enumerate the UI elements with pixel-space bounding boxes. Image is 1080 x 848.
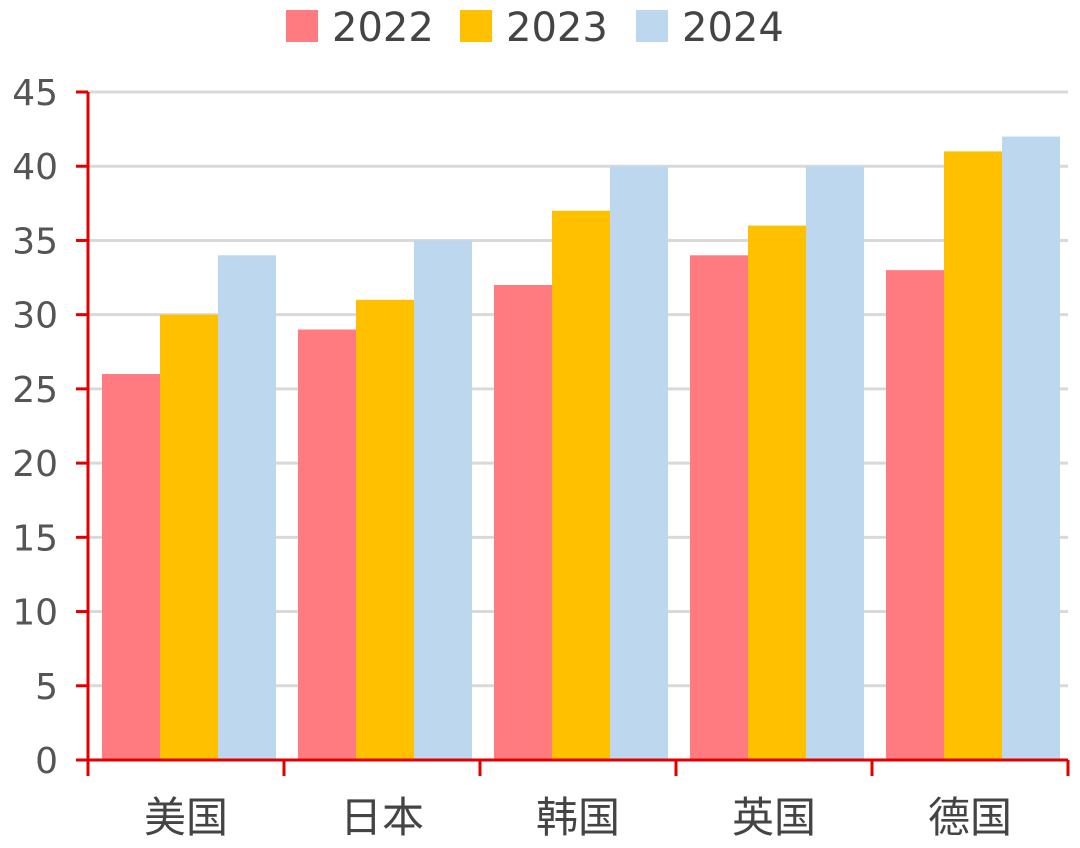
bars [102, 136, 1060, 761]
legend-item-2023: 2023 [460, 5, 608, 51]
y-tick-label-10: 10 [12, 593, 58, 634]
legend-swatch-2022 [286, 10, 318, 42]
x-tick-label-5: 德国 [928, 793, 1012, 842]
y-tick-label-25: 25 [12, 370, 58, 411]
y-tick-label-5: 5 [35, 667, 58, 708]
bar-2022-5 [886, 270, 944, 760]
bar-2023-5 [944, 151, 1002, 760]
legend-swatch-2024 [636, 10, 668, 42]
bar-2022-2 [298, 329, 356, 760]
y-tick-label-30: 30 [12, 296, 58, 337]
bar-2024-2 [414, 240, 472, 760]
bar-2024-5 [1002, 136, 1060, 761]
x-tick-label-3: 韩国 [536, 793, 620, 842]
y-tick-label-35: 35 [12, 221, 58, 262]
bar-2023-2 [356, 299, 414, 760]
bar-2022-3 [494, 284, 552, 760]
legend-label-2022: 2022 [332, 5, 434, 51]
x-axis-ticks: 美国 日本 韩国 英国 德国 [144, 793, 1012, 842]
bar-2022-4 [690, 255, 748, 761]
bar-2022-1 [102, 374, 160, 760]
bar-2023-3 [552, 210, 610, 760]
bar-2024-3 [610, 166, 668, 760]
legend-label-2024: 2024 [682, 5, 784, 51]
x-tick-label-2: 日本 [340, 793, 424, 842]
bar-2024-4 [806, 166, 864, 760]
legend-label-2023: 2023 [506, 5, 608, 51]
x-tick-label-1: 美国 [144, 793, 228, 842]
y-tick-label-15: 15 [12, 518, 58, 559]
legend: 2022 2023 2024 [286, 5, 784, 51]
y-tick-label-0: 0 [35, 741, 58, 782]
y-axis-ticks: 0 5 10 15 20 25 30 35 40 45 [12, 73, 58, 782]
legend-item-2024: 2024 [636, 5, 784, 51]
legend-item-2022: 2022 [286, 5, 434, 51]
legend-swatch-2023 [460, 10, 492, 42]
bar-2023-1 [160, 314, 218, 760]
x-tick-label-4: 英国 [732, 793, 816, 842]
bar-2024-1 [218, 255, 276, 761]
bar-2023-4 [748, 225, 806, 761]
y-tick-label-45: 45 [12, 73, 58, 114]
axes [76, 90, 1070, 776]
y-tick-label-20: 20 [12, 444, 58, 485]
y-tick-label-40: 40 [12, 147, 58, 188]
